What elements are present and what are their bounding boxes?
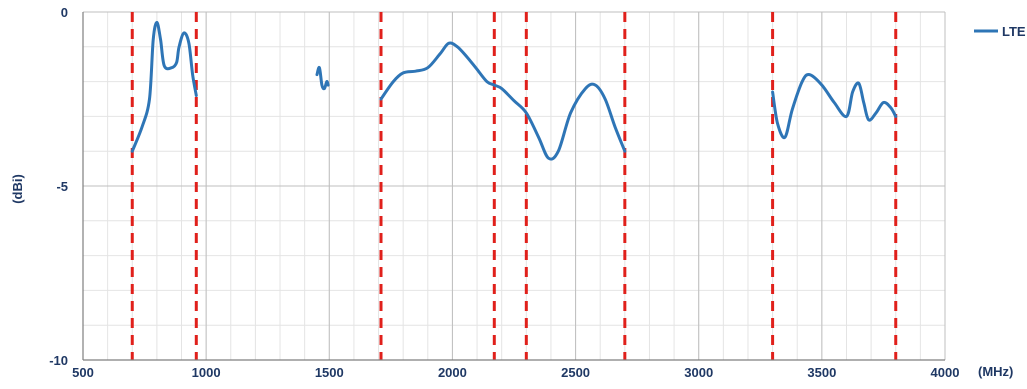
y-tick-label: 0 bbox=[61, 5, 68, 20]
x-tick-label: 1000 bbox=[192, 365, 221, 380]
x-axis-label: (MHz) bbox=[978, 364, 1013, 379]
y-tick-label: -10 bbox=[49, 353, 68, 368]
y-tick-labels: -10 -5 0 bbox=[49, 5, 68, 368]
x-tick-label: 2000 bbox=[438, 365, 467, 380]
x-tick-label: 500 bbox=[72, 365, 94, 380]
y-axis-label: (dBi) bbox=[10, 174, 25, 204]
y-tick-label: -5 bbox=[56, 179, 68, 194]
band-markers bbox=[130, 12, 898, 360]
legend-label-lte: LTE bbox=[1002, 24, 1026, 39]
series-line-lte bbox=[130, 20, 198, 153]
series-line-lte bbox=[771, 73, 898, 140]
series-lines bbox=[130, 20, 898, 161]
series-line-lte bbox=[315, 65, 330, 91]
x-tick-label: 1500 bbox=[315, 365, 344, 380]
x-tick-label: 3000 bbox=[684, 365, 713, 380]
x-tick-label: 4000 bbox=[931, 365, 960, 380]
major-grid bbox=[82, 11, 946, 361]
legend: LTE bbox=[974, 24, 1026, 39]
x-tick-label: 3500 bbox=[807, 365, 836, 380]
x-tick-label: 2500 bbox=[561, 365, 590, 380]
series-line-lte bbox=[379, 41, 627, 161]
axes bbox=[82, 12, 945, 361]
x-tick-labels: 500 1000 1500 2000 2500 3000 3500 4000 bbox=[72, 365, 959, 380]
